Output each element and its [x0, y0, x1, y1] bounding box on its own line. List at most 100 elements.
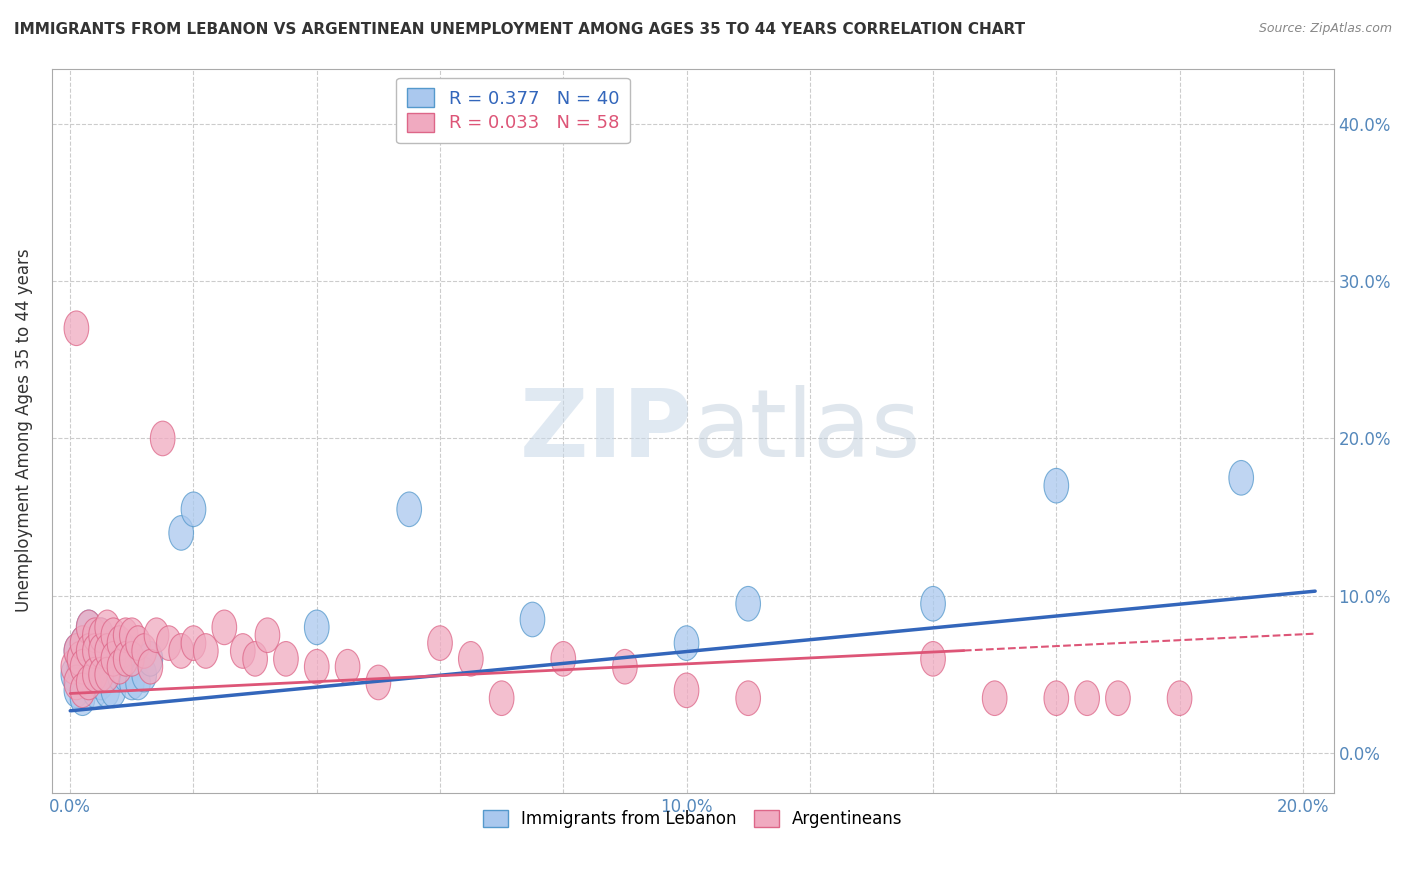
Ellipse shape	[156, 626, 181, 660]
Ellipse shape	[983, 681, 1007, 715]
Ellipse shape	[1074, 681, 1099, 715]
Ellipse shape	[65, 633, 89, 668]
Ellipse shape	[675, 626, 699, 660]
Text: ZIP: ZIP	[520, 384, 693, 476]
Ellipse shape	[274, 641, 298, 676]
Ellipse shape	[83, 657, 107, 692]
Ellipse shape	[65, 311, 89, 345]
Ellipse shape	[70, 681, 94, 715]
Ellipse shape	[335, 649, 360, 684]
Ellipse shape	[94, 657, 120, 692]
Ellipse shape	[114, 618, 138, 653]
Ellipse shape	[83, 618, 107, 653]
Ellipse shape	[735, 681, 761, 715]
Ellipse shape	[76, 665, 101, 700]
Ellipse shape	[125, 626, 150, 660]
Ellipse shape	[1167, 681, 1192, 715]
Ellipse shape	[65, 633, 89, 668]
Text: atlas: atlas	[693, 384, 921, 476]
Ellipse shape	[181, 492, 205, 526]
Ellipse shape	[120, 618, 145, 653]
Ellipse shape	[458, 641, 484, 676]
Ellipse shape	[366, 665, 391, 700]
Ellipse shape	[101, 641, 125, 676]
Ellipse shape	[65, 665, 89, 700]
Ellipse shape	[132, 657, 156, 692]
Text: IMMIGRANTS FROM LEBANON VS ARGENTINEAN UNEMPLOYMENT AMONG AGES 35 TO 44 YEARS CO: IMMIGRANTS FROM LEBANON VS ARGENTINEAN U…	[14, 22, 1025, 37]
Ellipse shape	[94, 673, 120, 707]
Ellipse shape	[243, 641, 267, 676]
Legend: Immigrants from Lebanon, Argentineans: Immigrants from Lebanon, Argentineans	[477, 804, 910, 835]
Ellipse shape	[489, 681, 515, 715]
Ellipse shape	[551, 641, 575, 676]
Y-axis label: Unemployment Among Ages 35 to 44 years: Unemployment Among Ages 35 to 44 years	[15, 249, 32, 613]
Ellipse shape	[138, 649, 163, 684]
Ellipse shape	[120, 641, 145, 676]
Ellipse shape	[89, 665, 114, 700]
Ellipse shape	[1045, 681, 1069, 715]
Ellipse shape	[83, 649, 107, 684]
Ellipse shape	[70, 649, 94, 684]
Ellipse shape	[94, 626, 120, 660]
Ellipse shape	[70, 626, 94, 660]
Ellipse shape	[70, 673, 94, 707]
Ellipse shape	[70, 649, 94, 684]
Ellipse shape	[114, 633, 138, 668]
Ellipse shape	[305, 610, 329, 645]
Ellipse shape	[138, 641, 163, 676]
Ellipse shape	[114, 641, 138, 676]
Ellipse shape	[305, 649, 329, 684]
Ellipse shape	[89, 618, 114, 653]
Ellipse shape	[675, 673, 699, 707]
Ellipse shape	[107, 633, 132, 668]
Ellipse shape	[60, 657, 86, 692]
Ellipse shape	[107, 626, 132, 660]
Ellipse shape	[613, 649, 637, 684]
Ellipse shape	[169, 516, 194, 550]
Ellipse shape	[70, 626, 94, 660]
Ellipse shape	[67, 641, 91, 676]
Text: Source: ZipAtlas.com: Source: ZipAtlas.com	[1258, 22, 1392, 36]
Ellipse shape	[89, 641, 114, 676]
Ellipse shape	[396, 492, 422, 526]
Ellipse shape	[76, 641, 101, 676]
Ellipse shape	[76, 665, 101, 700]
Ellipse shape	[94, 610, 120, 645]
Ellipse shape	[76, 633, 101, 668]
Ellipse shape	[89, 657, 114, 692]
Ellipse shape	[101, 633, 125, 668]
Ellipse shape	[1105, 681, 1130, 715]
Ellipse shape	[181, 626, 205, 660]
Ellipse shape	[67, 649, 91, 684]
Ellipse shape	[83, 633, 107, 668]
Ellipse shape	[83, 673, 107, 707]
Ellipse shape	[212, 610, 236, 645]
Ellipse shape	[101, 673, 125, 707]
Ellipse shape	[427, 626, 453, 660]
Ellipse shape	[125, 665, 150, 700]
Ellipse shape	[83, 626, 107, 660]
Ellipse shape	[76, 610, 101, 645]
Ellipse shape	[1045, 468, 1069, 503]
Ellipse shape	[145, 618, 169, 653]
Ellipse shape	[94, 633, 120, 668]
Ellipse shape	[89, 618, 114, 653]
Ellipse shape	[921, 586, 945, 621]
Ellipse shape	[114, 657, 138, 692]
Ellipse shape	[107, 649, 132, 684]
Ellipse shape	[120, 665, 145, 700]
Ellipse shape	[60, 649, 86, 684]
Ellipse shape	[132, 633, 156, 668]
Ellipse shape	[101, 618, 125, 653]
Ellipse shape	[150, 421, 174, 456]
Ellipse shape	[65, 673, 89, 707]
Ellipse shape	[921, 641, 945, 676]
Ellipse shape	[1229, 460, 1254, 495]
Ellipse shape	[231, 633, 254, 668]
Ellipse shape	[169, 633, 194, 668]
Ellipse shape	[107, 657, 132, 692]
Ellipse shape	[735, 586, 761, 621]
Ellipse shape	[120, 641, 145, 676]
Ellipse shape	[76, 610, 101, 645]
Ellipse shape	[194, 633, 218, 668]
